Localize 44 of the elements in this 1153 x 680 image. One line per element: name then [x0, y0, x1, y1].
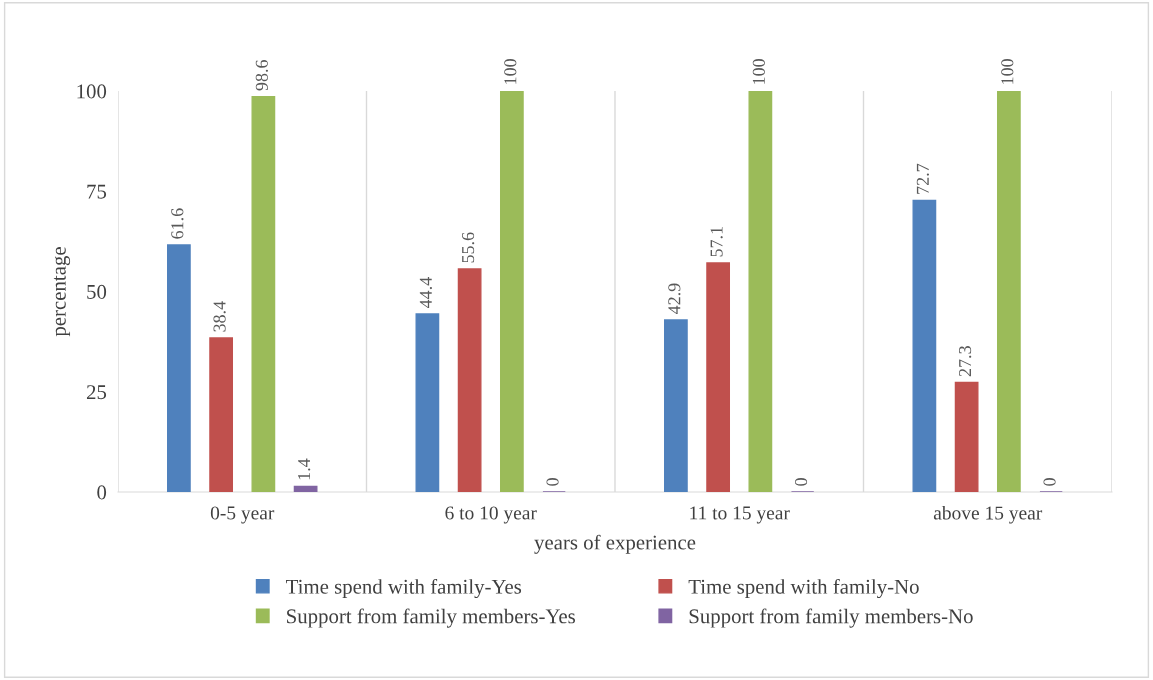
x-tick-label: above 15 year — [933, 505, 1043, 524]
data-label: 72.7 — [916, 163, 929, 194]
bar — [293, 485, 318, 492]
y-tick-label: 100 — [77, 84, 107, 99]
data-label: 1.4 — [298, 458, 311, 480]
data-label: 61.6 — [171, 208, 184, 239]
data-label: 42.9 — [668, 283, 681, 315]
data-label: 0 — [1043, 478, 1056, 486]
x-axis-title: years of experience — [534, 534, 696, 554]
bar — [664, 319, 688, 492]
bar — [457, 268, 482, 492]
y-tick-label: 25 — [86, 385, 107, 400]
legend-label: Time spend with family-No — [688, 578, 919, 599]
data-label: 100 — [504, 59, 517, 84]
legend-label: Support from family members-No — [689, 608, 973, 628]
bar — [167, 244, 191, 492]
x-tick-label: 0-5 year — [210, 506, 275, 524]
data-label: 0 — [794, 478, 808, 486]
y-tick-label: 0 — [97, 485, 107, 500]
y-tick-label: 75 — [87, 184, 107, 199]
bar — [706, 262, 731, 492]
bar — [251, 95, 276, 492]
bar — [996, 91, 1021, 492]
y-axis-title: percentage — [53, 247, 71, 337]
data-label: 100 — [1001, 59, 1014, 84]
bar — [499, 91, 524, 492]
bar — [912, 199, 937, 492]
data-label: 98.6 — [255, 60, 268, 91]
data-label: 38.4 — [213, 301, 226, 332]
data-label: 0 — [546, 478, 559, 486]
y-tick-label: 50 — [87, 284, 107, 299]
data-label: 44.4 — [419, 277, 432, 309]
x-tick-label: 11 to 15 year — [690, 506, 790, 524]
data-label: 100 — [752, 59, 765, 84]
bar — [209, 337, 234, 492]
legend-label: Support from family members-Yes — [287, 608, 576, 628]
data-label: 57.1 — [710, 226, 723, 257]
bar — [415, 313, 440, 492]
data-label: 27.3 — [959, 346, 972, 377]
bar — [748, 91, 773, 492]
data-label: 55.6 — [462, 232, 475, 263]
x-tick-label: 6 to 10 year — [445, 506, 537, 524]
legend-label: Time spend with family-Yes — [286, 578, 522, 599]
bar — [954, 381, 979, 492]
